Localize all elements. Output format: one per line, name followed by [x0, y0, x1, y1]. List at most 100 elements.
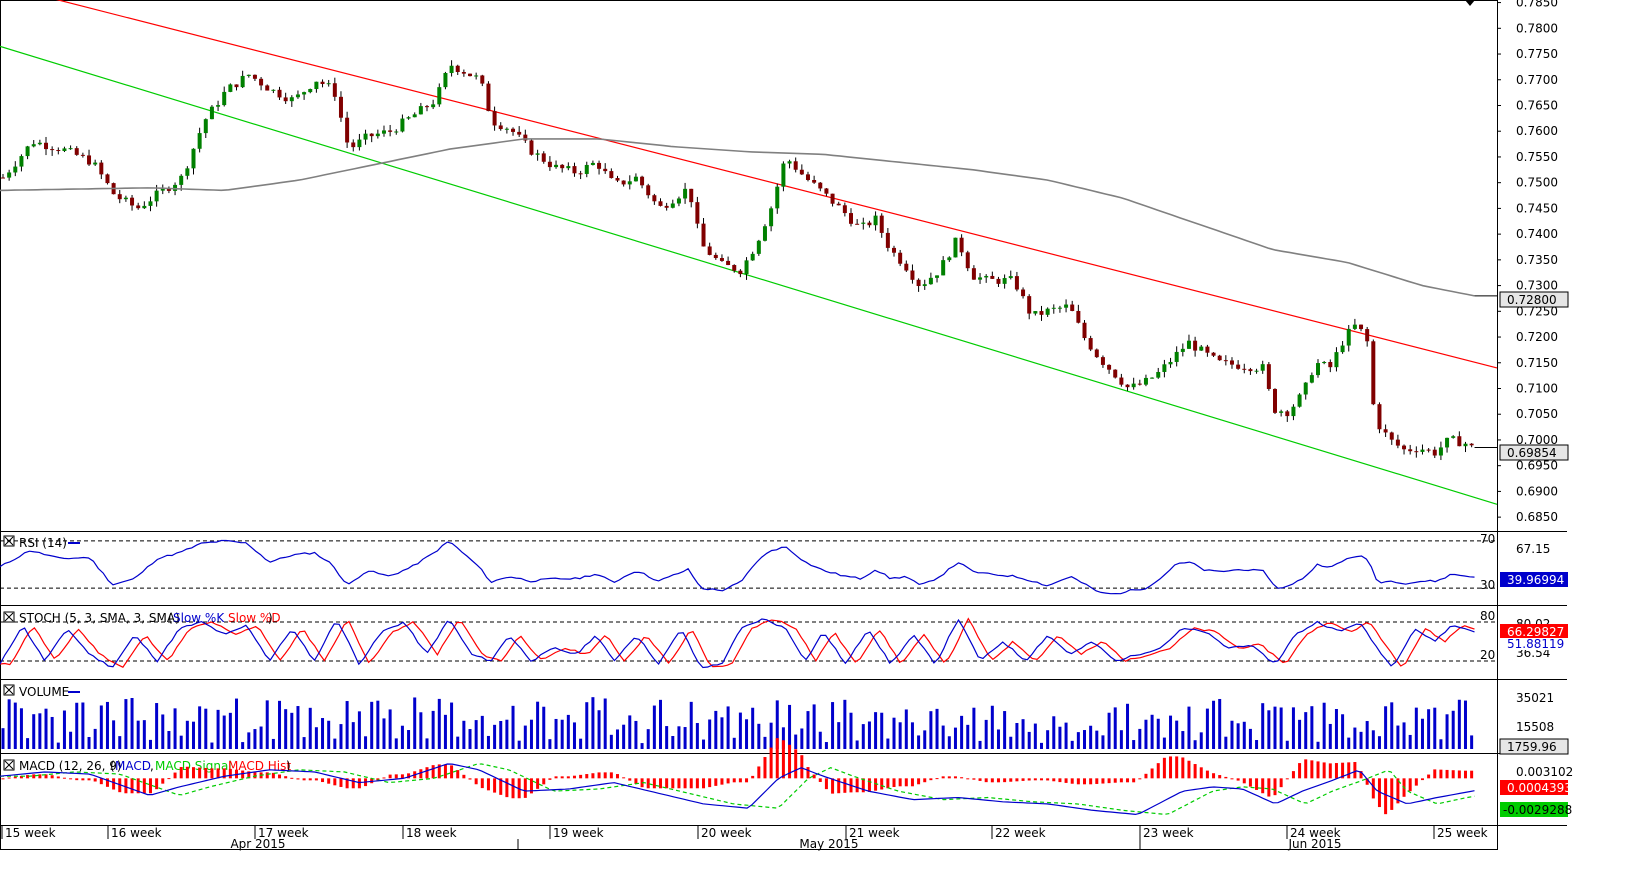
volume-bar [56, 742, 60, 749]
volume-bar [892, 717, 896, 749]
volume-bar [714, 710, 718, 749]
macd-hist-bar [1242, 778, 1246, 784]
volume-close-cross-icon[interactable] [4, 685, 14, 695]
volume-bar [179, 735, 183, 749]
candle-body [910, 270, 915, 280]
volume-bar [400, 725, 404, 749]
volume-bar [99, 705, 103, 749]
macd-title: MACD (12, 26, 9) [19, 759, 122, 773]
volume-bar [1439, 739, 1443, 749]
candle-body [1039, 311, 1044, 315]
volume-value-box [1499, 738, 1569, 755]
macd-hist-bar [1439, 769, 1443, 779]
macd-hist-bar [1384, 778, 1388, 815]
macd-panel: MACD (12, 26, 9) ( MACD , MACD Signal , … [0, 738, 1573, 817]
volume-bar [947, 736, 951, 749]
macd-hist-bar [1230, 778, 1234, 780]
macd-hist-bar [548, 778, 552, 780]
volume-bar [493, 724, 497, 749]
macd-hist-bar [1095, 778, 1099, 784]
volume-bar [1193, 740, 1197, 749]
volume-bar [634, 720, 638, 749]
volume-bar [652, 705, 656, 749]
week-label: 24 week [1290, 826, 1341, 840]
macd-hist-bar [628, 778, 632, 781]
volume-bar [837, 722, 841, 749]
price-panel: 0.7850 0.7800 0.7750 0.7700 0.7650 0.7600 0.75… [0, 0, 1569, 524]
macd-hist-bar [1255, 778, 1259, 790]
volume-bar [1470, 735, 1474, 749]
macd-hist-bar [327, 778, 331, 784]
volume-bar [984, 719, 988, 749]
candle-body [1014, 276, 1019, 290]
price-tick-label: 0.7800 [1516, 21, 1558, 35]
macd-hist-bar [1138, 778, 1142, 780]
candle-body [1150, 377, 1155, 379]
candle-body [922, 284, 927, 287]
price-tick-label: 0.7350 [1516, 253, 1558, 267]
candle-body [861, 222, 866, 224]
volume-bar [19, 708, 23, 749]
candle-body [142, 205, 147, 209]
candle-body [19, 156, 24, 167]
candle-body [259, 78, 264, 86]
candle-body [1457, 436, 1462, 447]
chart-shift-marker-icon[interactable] [1465, 0, 1475, 6]
volume-bar [1218, 698, 1222, 749]
candle-body [1242, 368, 1247, 370]
volume-bar [1445, 714, 1449, 749]
volume-bar [585, 702, 589, 749]
volume-bar [874, 712, 878, 749]
macd-hist-bar [419, 769, 423, 779]
macd-hist-bar [781, 740, 785, 779]
candle-body [658, 201, 663, 206]
volume-bar [265, 700, 269, 749]
macd-hist-bar [579, 774, 583, 779]
volume-bar [314, 727, 318, 749]
candle-body [818, 182, 823, 189]
candle-body [308, 89, 313, 93]
candle-body [136, 205, 141, 209]
price-tick-label: 0.7050 [1516, 407, 1558, 421]
macd-hist-bar [1347, 762, 1351, 779]
candle-body [1033, 311, 1038, 314]
macd-hist-bar [155, 778, 159, 790]
macd-hist-bar [1076, 778, 1080, 785]
macd-close-cross-icon[interactable] [4, 760, 14, 770]
price-tick-label: 0.7850 [1516, 0, 1558, 10]
macd-hist-bar [321, 778, 325, 783]
macd-hist-bar [990, 778, 994, 783]
candle-body [492, 111, 497, 126]
macd-hist-bar [1445, 769, 1449, 779]
volume-bar [1101, 735, 1105, 749]
price-tick-label: 0.7550 [1516, 150, 1558, 164]
candle-body [504, 128, 509, 130]
candle-body [744, 260, 749, 275]
candle-body [584, 164, 589, 174]
macd-paren-close: ) [286, 759, 291, 773]
macd-hist-bar [271, 772, 275, 779]
macd-hist-bar [1457, 770, 1461, 779]
volume-bar [1076, 732, 1080, 749]
candle-body [179, 175, 184, 185]
macd-hist-bar [738, 778, 742, 783]
candle-body [381, 130, 386, 134]
macd-hist-bar [284, 776, 288, 779]
stoch-close-cross-icon[interactable] [4, 612, 14, 622]
candle-body [80, 154, 85, 156]
rsi-value-label: 39.96994 [1507, 573, 1564, 587]
volume-bar [505, 719, 509, 749]
candle-body [762, 226, 767, 241]
volume-bar [1427, 709, 1431, 749]
volume-bar [1396, 725, 1400, 749]
candle-body [590, 162, 595, 165]
week-label: 21 week [849, 826, 900, 840]
volume-tick-high: 35021 [1516, 691, 1554, 705]
volume-bar [1322, 702, 1326, 749]
macd-hist-bar [1427, 774, 1431, 779]
macd-hist-bar [1279, 778, 1283, 788]
volume-bar [536, 701, 540, 749]
volume-bar [222, 715, 226, 749]
macd-hist-bar [1150, 768, 1154, 779]
macd-hist-bar [874, 778, 878, 791]
